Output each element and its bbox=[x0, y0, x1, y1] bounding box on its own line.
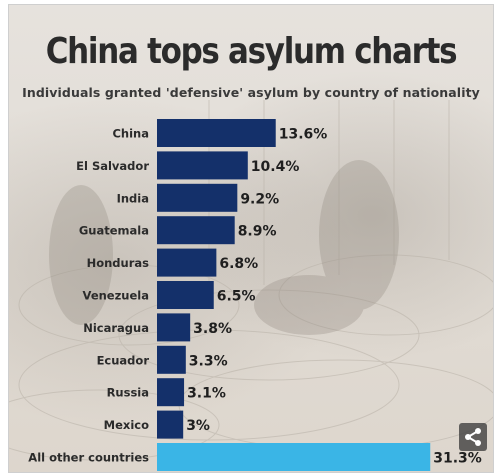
value-label: 10.4% bbox=[251, 159, 300, 175]
chart-frame: China tops asylum charts Individuals gra… bbox=[8, 4, 494, 473]
category-label: Guatemala bbox=[79, 224, 149, 238]
category-label: Nicaragua bbox=[83, 321, 149, 335]
chart-subtitle: Individuals granted 'defensive' asylum b… bbox=[22, 85, 480, 100]
bar-mexico bbox=[157, 410, 184, 439]
value-label: 13.6% bbox=[279, 127, 328, 143]
category-label: China bbox=[112, 127, 149, 141]
bar-venezuela bbox=[157, 281, 214, 309]
chart-title: China tops asylum charts bbox=[45, 31, 458, 72]
category-label: Mexico bbox=[104, 418, 149, 432]
bar-chart: China 13.6% El Salvador 10.4% India 9.2% Guate… bbox=[28, 119, 482, 471]
bar-china bbox=[157, 119, 276, 147]
value-label: 3.3% bbox=[189, 353, 228, 369]
bar-russia bbox=[157, 378, 185, 407]
value-label: 3.1% bbox=[187, 386, 226, 402]
bar-el-salvador bbox=[157, 151, 248, 180]
category-label: Ecuador bbox=[97, 353, 150, 367]
background-photo bbox=[9, 100, 493, 461]
bar-all-other-countries bbox=[157, 443, 431, 471]
category-label: India bbox=[117, 191, 149, 205]
value-label: 6.8% bbox=[219, 256, 258, 272]
value-label: 31.3% bbox=[433, 451, 482, 467]
value-label: 6.5% bbox=[217, 289, 256, 305]
bar-india bbox=[157, 183, 238, 212]
share-icon bbox=[465, 428, 481, 446]
bar-honduras bbox=[157, 248, 217, 277]
category-label: El Salvador bbox=[76, 159, 149, 173]
share-button[interactable] bbox=[459, 423, 487, 451]
value-label: 3% bbox=[186, 418, 210, 434]
category-label: All other countries bbox=[28, 451, 149, 465]
bar-guatemala bbox=[157, 216, 235, 245]
value-label: 8.9% bbox=[238, 224, 277, 240]
value-label: 3.8% bbox=[193, 321, 232, 337]
bar-ecuador bbox=[157, 345, 186, 374]
category-label: Honduras bbox=[87, 256, 150, 270]
bar-nicaragua bbox=[157, 313, 191, 342]
category-label: Russia bbox=[107, 386, 149, 400]
category-label: Venezuela bbox=[83, 289, 149, 303]
value-label: 9.2% bbox=[240, 191, 279, 207]
